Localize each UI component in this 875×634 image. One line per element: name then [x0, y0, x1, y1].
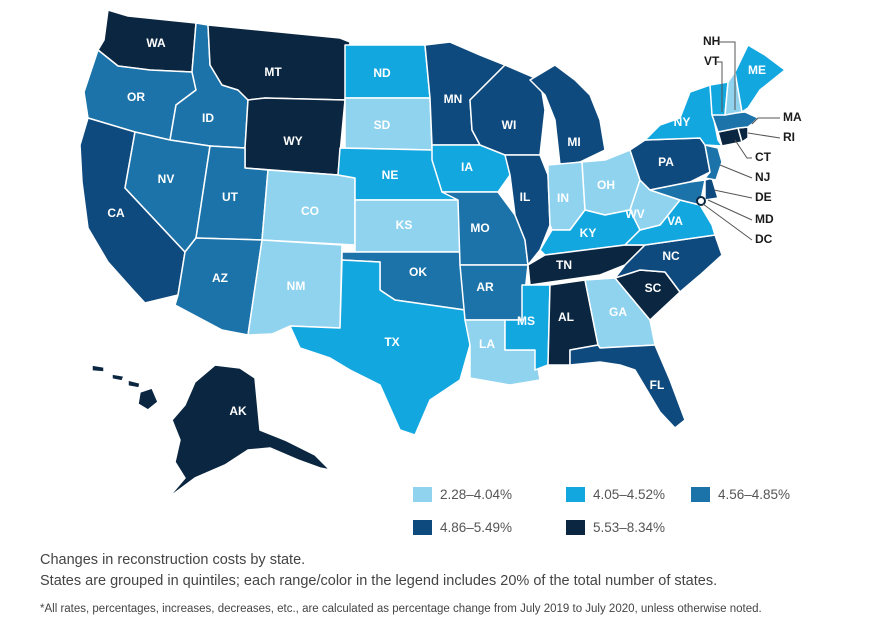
state-label-MN: MN	[444, 92, 463, 106]
state-label-WA: WA	[146, 36, 166, 50]
callout-lines	[702, 41, 781, 241]
legend-swatch	[566, 487, 585, 502]
caption-line-1: Changes in reconstruction costs by state…	[40, 552, 306, 568]
state-label-ND: ND	[373, 66, 391, 80]
state-label-VA: VA	[667, 214, 683, 228]
state-MA[interactable]	[711, 111, 759, 133]
state-label-OK: OK	[409, 265, 427, 279]
state-label-NJ: NJ	[755, 170, 770, 184]
state-label-KS: KS	[396, 218, 413, 232]
state-TX[interactable]	[289, 259, 471, 436]
state-label-AR: AR	[476, 280, 494, 294]
legend-item: 5.53–8.34%	[566, 520, 665, 535]
legend-item: 4.05–4.52%	[566, 487, 665, 502]
legend-label: 2.28–4.04%	[440, 487, 513, 502]
state-label-PA: PA	[658, 155, 674, 169]
state-HI[interactable]	[91, 364, 159, 411]
state-label-VT: VT	[704, 54, 720, 68]
state-label-GA: GA	[609, 305, 627, 319]
state-label-WI: WI	[502, 118, 517, 132]
state-label-NE: NE	[382, 168, 399, 182]
state-label-FL: FL	[650, 378, 665, 392]
state-label-MA: MA	[783, 110, 802, 124]
legend-swatch	[413, 520, 432, 535]
legend-swatch	[566, 520, 585, 535]
state-label-NV: NV	[158, 172, 175, 186]
state-label-AK: AK	[229, 404, 247, 418]
legend-item: 4.86–5.49%	[413, 520, 512, 535]
state-label-TX: TX	[384, 335, 399, 349]
state-label-MT: MT	[264, 65, 282, 79]
state-label-HI: HI	[109, 391, 121, 405]
state-label-CA: CA	[107, 206, 125, 220]
legend-item: 4.56–4.85%	[691, 487, 790, 502]
state-label-MS: MS	[517, 314, 535, 328]
state-label-RI: RI	[783, 130, 795, 144]
dc-marker[interactable]	[696, 196, 706, 206]
state-DE[interactable]	[704, 177, 719, 201]
state-label-KY: KY	[580, 226, 597, 240]
state-MI[interactable]	[529, 64, 606, 166]
legend-label: 4.05–4.52%	[593, 487, 666, 502]
state-label-ID: ID	[202, 111, 214, 125]
legend: 2.28–4.04% 4.05–4.52% 4.56–4.85% 4.86–5.…	[413, 487, 813, 537]
state-label-AL: AL	[558, 310, 574, 324]
state-label-OH: OH	[597, 178, 615, 192]
state-label-SD: SD	[374, 118, 391, 132]
state-NJ[interactable]	[704, 144, 723, 181]
state-FL[interactable]	[569, 344, 686, 429]
state-label-WV: WV	[625, 207, 644, 221]
state-label-NC: NC	[662, 249, 680, 263]
legend-label: 4.56–4.85%	[718, 487, 791, 502]
state-label-MD: MD	[755, 212, 774, 226]
state-label-CO: CO	[301, 204, 319, 218]
legend-swatch	[691, 487, 710, 502]
state-label-UT: UT	[222, 190, 239, 204]
caption-line-2: States are grouped in quintiles; each ra…	[40, 573, 718, 589]
state-label-AZ: AZ	[212, 271, 228, 285]
state-label-MI: MI	[567, 135, 580, 149]
state-label-IA: IA	[461, 160, 473, 174]
us-states-map: WA OR CA ID NV MT WY UT AZ CO NM ND SD NE KS OK TX MN IA MO…	[79, 9, 802, 499]
state-label-CT: CT	[755, 150, 772, 164]
state-label-TN: TN	[556, 258, 572, 272]
state-label-NM: NM	[287, 279, 306, 293]
legend-swatch	[413, 487, 432, 502]
state-label-SC: SC	[645, 281, 662, 295]
legend-label: 4.86–5.49%	[440, 520, 513, 535]
state-ME[interactable]	[734, 44, 786, 113]
state-AK[interactable]	[167, 364, 331, 499]
state-label-LA: LA	[479, 337, 495, 351]
state-AZ[interactable]	[174, 237, 263, 336]
state-label-NH: NH	[703, 34, 720, 48]
state-label-ME: ME	[748, 63, 766, 77]
state-label-IL: IL	[520, 190, 531, 204]
state-AR[interactable]	[459, 264, 529, 321]
footnote: *All rates, percentages, increases, decr…	[40, 603, 762, 615]
state-label-DE: DE	[755, 190, 772, 204]
state-label-NY: NY	[674, 115, 691, 129]
state-label-IN: IN	[557, 191, 569, 205]
state-label-MO: MO	[470, 221, 489, 235]
legend-label: 5.53–8.34%	[593, 520, 666, 535]
state-label-DC: DC	[755, 232, 773, 246]
state-label-WY: WY	[283, 134, 302, 148]
legend-item: 2.28–4.04%	[413, 487, 512, 502]
state-label-OR: OR	[127, 90, 145, 104]
state-IL[interactable]	[504, 154, 551, 266]
